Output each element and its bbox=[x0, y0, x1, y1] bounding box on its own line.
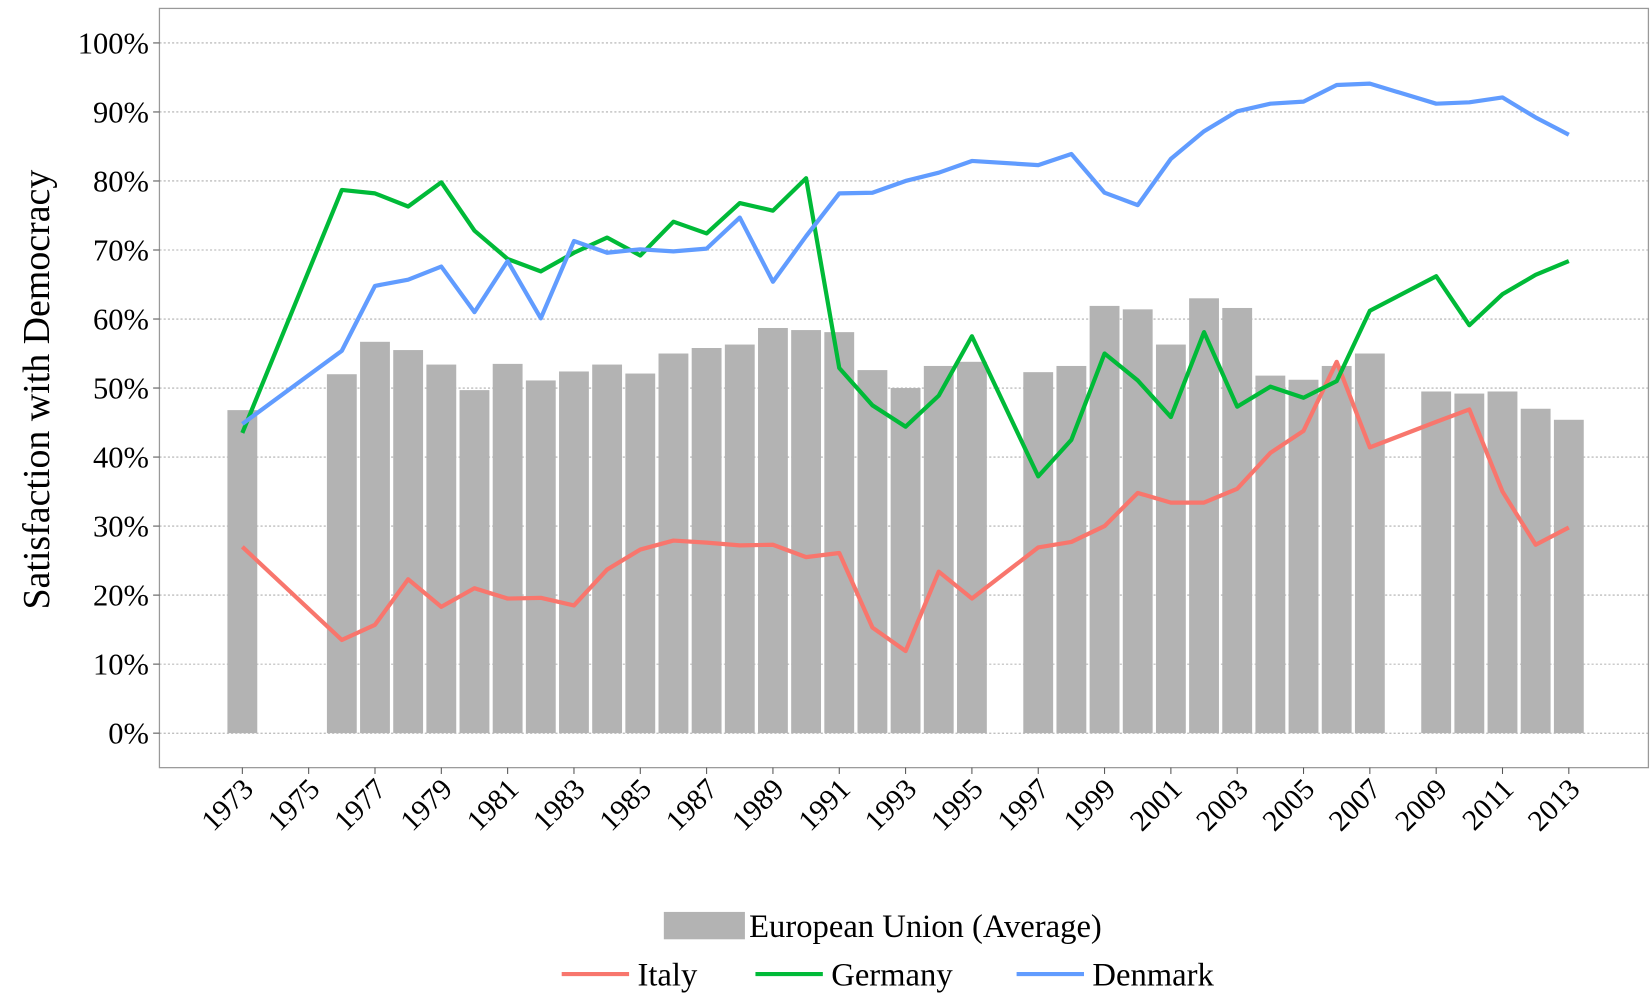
legend-key bbox=[663, 911, 745, 940]
bar bbox=[1321, 365, 1352, 734]
bar bbox=[1454, 393, 1485, 734]
bar bbox=[227, 410, 258, 734]
bar bbox=[857, 370, 888, 734]
bar bbox=[724, 344, 755, 734]
y-tick-label: 50% bbox=[93, 372, 149, 406]
bar bbox=[1089, 305, 1120, 734]
bar bbox=[758, 327, 788, 734]
x-tick-label: 1997 bbox=[992, 773, 1056, 837]
bar bbox=[1222, 307, 1253, 734]
legend-label: Italy bbox=[638, 958, 698, 993]
x-tick-label: 2009 bbox=[1389, 773, 1453, 837]
x-tick-label: 1999 bbox=[1058, 773, 1122, 837]
x-tick-label: 1985 bbox=[594, 773, 658, 837]
bar bbox=[1255, 375, 1286, 734]
line bbox=[240, 359, 1570, 654]
x-tick-label: 2005 bbox=[1257, 773, 1321, 837]
bar bbox=[1520, 408, 1551, 734]
bar bbox=[824, 332, 855, 734]
bar bbox=[525, 380, 556, 734]
bar bbox=[426, 364, 457, 734]
x-tick-label: 1989 bbox=[726, 773, 790, 837]
bar bbox=[923, 365, 954, 734]
x-tick-label: 2011 bbox=[1457, 773, 1521, 837]
legend-label: Germany bbox=[831, 958, 953, 993]
x-tick-label: 1981 bbox=[461, 773, 525, 837]
x-tick-label: 1979 bbox=[395, 773, 459, 837]
bar bbox=[956, 361, 987, 734]
y-tick-label: 30% bbox=[93, 510, 149, 544]
bar bbox=[360, 341, 390, 734]
bar bbox=[1056, 365, 1087, 734]
bar bbox=[326, 374, 357, 734]
x-tick-label: 2007 bbox=[1323, 773, 1387, 837]
x-tick-label: 1993 bbox=[859, 773, 923, 837]
bar bbox=[1421, 391, 1452, 734]
line bbox=[241, 81, 1570, 426]
bar bbox=[1023, 372, 1054, 734]
x-tick-label: 1975 bbox=[262, 773, 326, 837]
bar bbox=[625, 373, 656, 734]
bar bbox=[1354, 353, 1385, 734]
y-tick-label: 60% bbox=[93, 303, 149, 337]
x-tick-label: 1977 bbox=[328, 773, 392, 837]
x-tick-label: 2001 bbox=[1124, 773, 1188, 837]
bar bbox=[890, 388, 921, 734]
legend-label: Denmark bbox=[1092, 958, 1214, 993]
bar bbox=[592, 364, 623, 734]
y-tick-label: 100% bbox=[78, 26, 149, 60]
y-tick-label: 20% bbox=[93, 579, 149, 613]
x-tick-label: 2013 bbox=[1522, 773, 1586, 837]
y-tick-label: 90% bbox=[93, 95, 149, 129]
y-tick-label: 80% bbox=[93, 165, 149, 199]
bar bbox=[559, 371, 589, 734]
x-tick-label: 1987 bbox=[660, 773, 724, 837]
x-tick-label: 2003 bbox=[1190, 773, 1254, 837]
y-tick-label: 70% bbox=[93, 234, 149, 268]
x-tick-label: 1973 bbox=[196, 773, 260, 837]
bar bbox=[1189, 298, 1219, 734]
bar bbox=[492, 363, 523, 734]
bar bbox=[459, 390, 490, 734]
bar bbox=[1553, 419, 1584, 734]
legend-label: European Union (Average) bbox=[749, 909, 1102, 945]
x-tick-label: 1983 bbox=[527, 773, 591, 837]
bar bbox=[791, 330, 822, 734]
bar bbox=[393, 350, 424, 734]
y-tick-label: 10% bbox=[93, 648, 149, 682]
y-axis-label: Satisfaction with Democracy bbox=[16, 170, 58, 610]
x-tick-label: 1991 bbox=[793, 773, 857, 837]
bar bbox=[1155, 344, 1186, 734]
x-tick-label: 1995 bbox=[925, 773, 989, 837]
y-tick-label: 40% bbox=[93, 441, 149, 475]
y-tick-label: 0% bbox=[108, 717, 149, 751]
bar bbox=[1487, 391, 1518, 734]
